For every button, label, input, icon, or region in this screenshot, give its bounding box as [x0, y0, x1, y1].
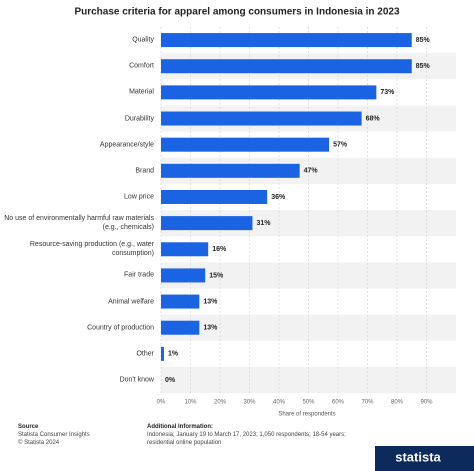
value-label: 16%	[212, 246, 227, 253]
x-tick-label: 0%	[157, 400, 166, 406]
y-tick-label: Don't know	[119, 376, 154, 384]
bar	[161, 294, 200, 309]
y-tick-label: Comfort	[129, 62, 154, 70]
value-label: 57%	[333, 142, 348, 149]
x-tick-label: 70%	[361, 400, 374, 406]
info: Indonesia; January 19 to March 17, 2023;…	[147, 432, 346, 446]
bar	[161, 346, 164, 361]
y-tick-label: No use of environmentally harmful raw ma…	[4, 215, 154, 232]
logo-bg	[375, 446, 474, 471]
value-label: 13%	[203, 298, 218, 305]
value-label: 36%	[271, 194, 286, 201]
x-tick-label: 40%	[273, 400, 286, 406]
bar	[161, 163, 300, 178]
x-tick-label: 30%	[243, 400, 256, 406]
y-tick-label: Quality	[132, 36, 154, 44]
x-tick-label: 80%	[391, 400, 404, 406]
y-tick-label: Material	[129, 88, 154, 96]
bar	[161, 189, 268, 204]
x-tick-label: 10%	[184, 400, 197, 406]
value-label: 31%	[256, 220, 271, 227]
y-tick-label: Durability	[124, 115, 154, 123]
value-label: 1%	[168, 351, 179, 358]
info-title: Additional Information:	[147, 424, 213, 430]
y-tick-label: Brand	[135, 167, 154, 175]
y-tick-label: Other	[136, 350, 154, 358]
chart-title: Purchase criteria for apparel among cons…	[74, 7, 400, 18]
source: Statista Consumer Insights	[18, 432, 90, 438]
y-tick-label: Low price	[124, 193, 154, 201]
value-label: 85%	[416, 63, 431, 70]
y-tick-label: Country of production	[87, 324, 154, 332]
bar	[161, 216, 253, 231]
value-label: 13%	[203, 325, 218, 332]
bar	[161, 320, 200, 335]
bar	[161, 111, 362, 126]
y-tick-label: Appearance/style	[99, 141, 154, 149]
value-label: 15%	[209, 272, 224, 279]
value-label: 73%	[380, 89, 395, 96]
x-axis-label: Share of respondents	[278, 412, 335, 418]
value-label: 68%	[366, 115, 381, 122]
source-title: Source	[18, 424, 39, 430]
value-label: 85%	[416, 37, 431, 44]
bar	[161, 242, 209, 257]
x-tick-label: 90%	[420, 400, 433, 406]
y-tick-label: Fair trade	[124, 271, 154, 279]
x-tick-label: 20%	[214, 400, 227, 406]
bar	[161, 85, 377, 100]
bar	[161, 59, 412, 74]
x-tick-label: 60%	[332, 400, 345, 406]
bar	[161, 33, 412, 48]
x-tick-label: 50%	[302, 400, 315, 406]
value-label: 0%	[165, 377, 176, 384]
copyright: © Statista 2024	[18, 440, 60, 446]
logo: statista	[395, 449, 441, 464]
value-label: 47%	[304, 168, 319, 175]
y-tick-label: Animal welfare	[108, 298, 154, 306]
bar	[161, 268, 206, 283]
bar	[161, 137, 330, 152]
y-tick-label: Resource-saving production (e.g., water …	[29, 241, 154, 258]
